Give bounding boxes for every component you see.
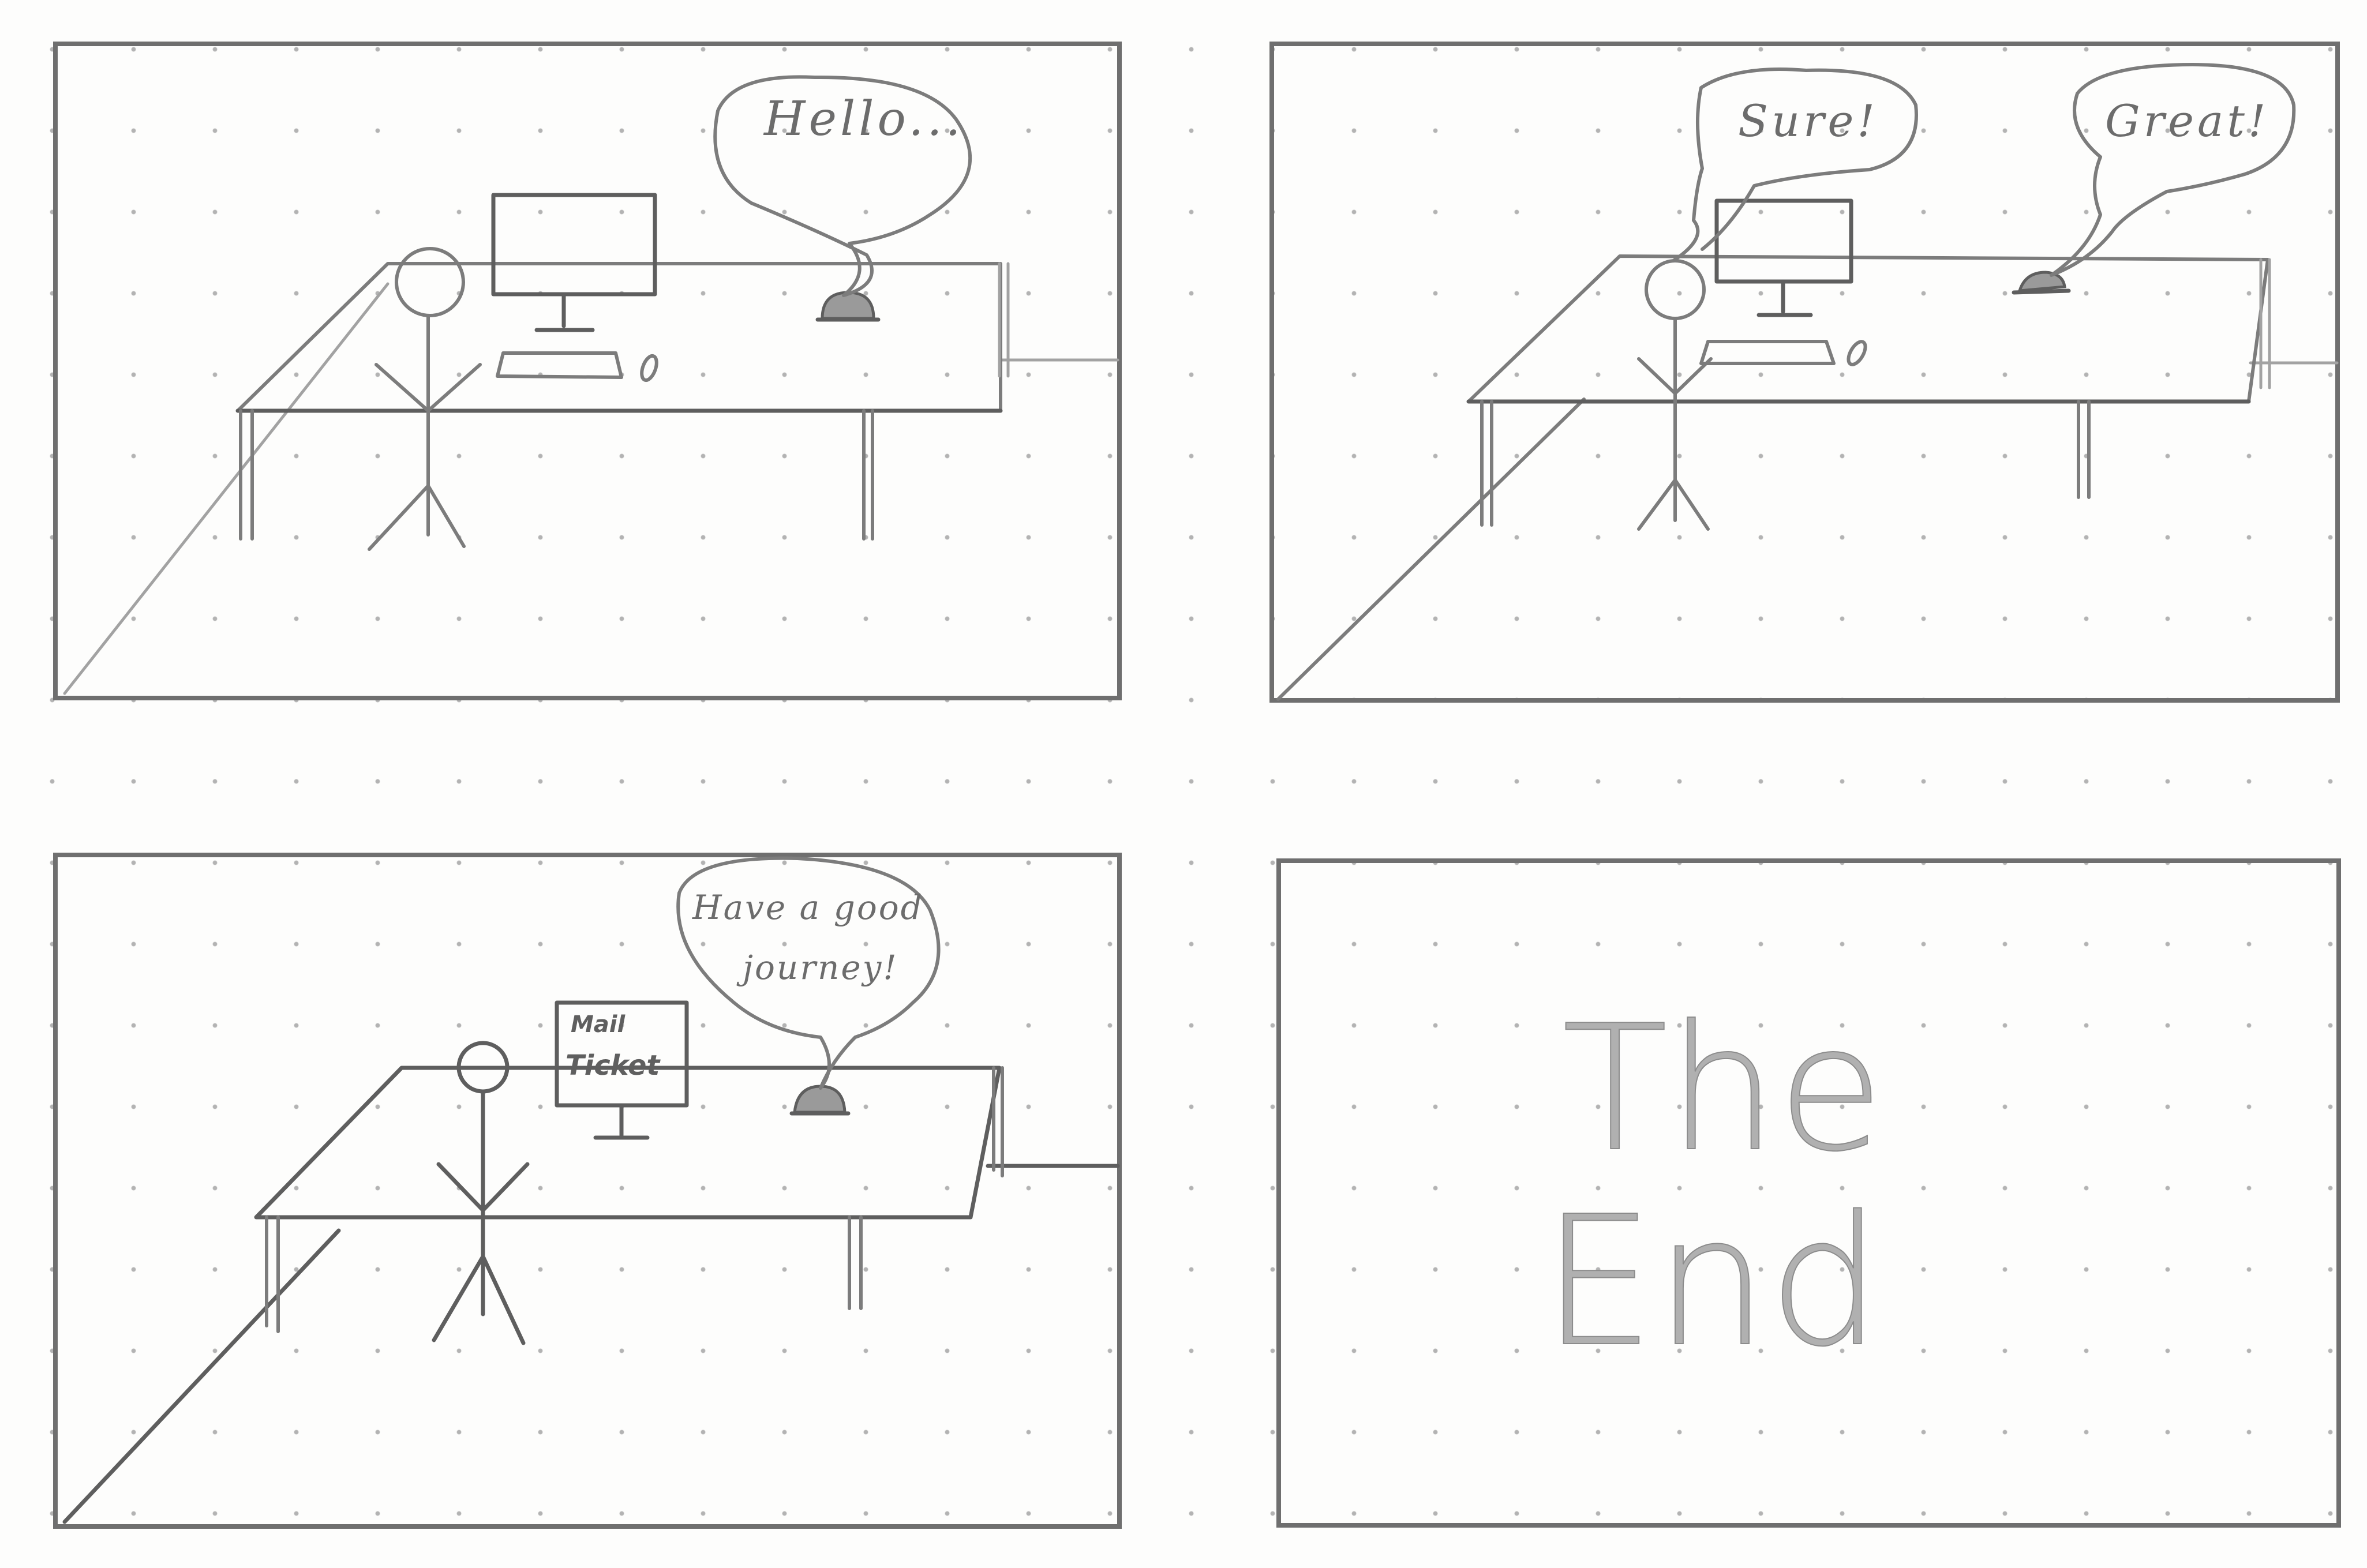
- mouse-icon: [640, 354, 658, 382]
- speech-text-person: Sure!: [1738, 95, 1878, 147]
- keyboard-icon: [496, 351, 623, 379]
- panel-2: Sure! Great!: [1269, 42, 2340, 704]
- desk-icon: [235, 262, 1010, 541]
- mouse-icon: [1847, 340, 1867, 366]
- end-title-line-2: End: [1541, 1178, 1882, 1386]
- end-title-line-1: The: [1561, 988, 1885, 1190]
- service-bell-icon: [789, 1085, 851, 1116]
- speech-text-line-1: Have a good: [692, 888, 924, 927]
- desk-icon: [254, 1066, 1004, 1333]
- monitor-screen-text-ticket: Ticket: [565, 1049, 660, 1082]
- monitor-icon: [1714, 198, 1853, 317]
- panel-4: The End: [1276, 858, 2341, 1528]
- service-bell-icon: [2012, 271, 2071, 295]
- speech-bubble-icon: [2050, 63, 2296, 277]
- speech-text-line-2: journey!: [743, 948, 898, 987]
- keyboard-icon: [1699, 340, 1836, 365]
- monitor-icon: [491, 193, 657, 332]
- panel-1: Hello...: [53, 42, 1122, 700]
- panel-2-frame: [1269, 42, 2340, 703]
- speech-bubble-icon: [1672, 67, 1918, 262]
- panel-1-frame: [53, 42, 1122, 700]
- monitor-icon: [555, 1000, 689, 1140]
- panel-4-frame: [1276, 858, 2341, 1528]
- panel-3-frame: [53, 853, 1122, 1529]
- stick-figure-icon: [432, 1041, 530, 1345]
- panel-3: Mail Ticket Have a good journey!: [53, 853, 1122, 1529]
- desk-icon: [1466, 254, 2271, 527]
- speech-text: Hello...: [764, 92, 964, 147]
- speech-bubble-icon: [676, 856, 941, 1090]
- stick-figure-icon: [368, 247, 482, 551]
- monitor-screen-text-mail: Mail: [571, 1011, 626, 1038]
- speech-text-bell: Great!: [2105, 95, 2269, 147]
- speech-bubble-icon: [713, 75, 972, 297]
